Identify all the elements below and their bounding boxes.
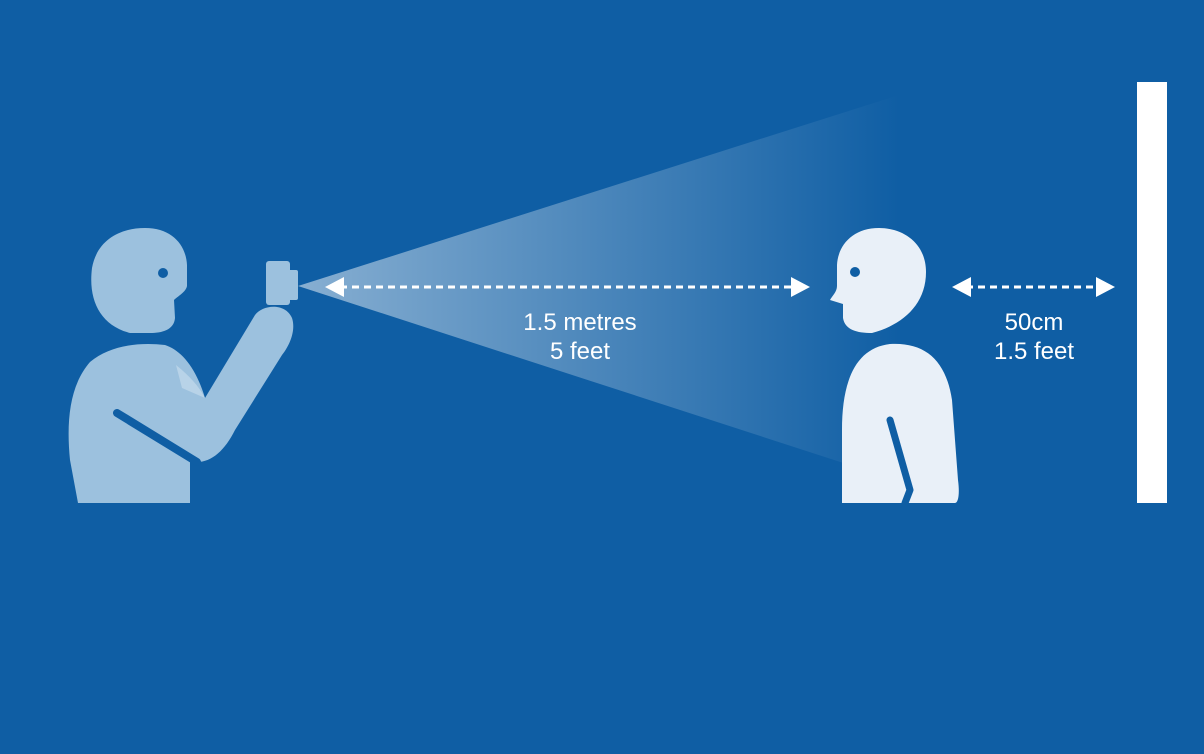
arrowhead-right-icon bbox=[1096, 277, 1115, 297]
camera-icon bbox=[266, 261, 290, 305]
photographer-eye bbox=[158, 268, 168, 278]
camera-view-beam bbox=[298, 94, 902, 482]
subject-figure bbox=[830, 228, 959, 507]
camera-distance-arrow bbox=[325, 277, 810, 297]
camera-distance-imperial: 5 feet bbox=[549, 338, 611, 365]
subject-eye bbox=[850, 267, 860, 277]
arrowhead-left-icon bbox=[325, 277, 344, 297]
camera-lens-icon bbox=[288, 270, 298, 300]
camera-distance-label: 1.5 metres 5 feet bbox=[523, 308, 636, 366]
camera-distance-metric: 1.5 metres bbox=[523, 309, 637, 336]
wall-distance-metric: 50cm bbox=[1004, 309, 1064, 336]
wall-distance-arrow bbox=[952, 277, 1115, 297]
photographer-figure bbox=[68, 228, 298, 503]
arrowhead-left-icon bbox=[952, 277, 971, 297]
subject-head bbox=[830, 228, 926, 333]
wall-distance-label: 50cm 1.5 feet bbox=[994, 308, 1074, 366]
arrowhead-right-icon bbox=[791, 277, 810, 297]
wall-distance-imperial: 1.5 feet bbox=[993, 338, 1075, 365]
subject-body bbox=[842, 343, 959, 503]
wall bbox=[1137, 82, 1167, 503]
photographer-arm-line bbox=[113, 409, 201, 466]
photographer-head bbox=[91, 228, 187, 333]
photographer-body bbox=[68, 306, 294, 503]
subject-arm-line bbox=[886, 416, 914, 507]
photographer-shoulder-highlight bbox=[176, 365, 205, 398]
